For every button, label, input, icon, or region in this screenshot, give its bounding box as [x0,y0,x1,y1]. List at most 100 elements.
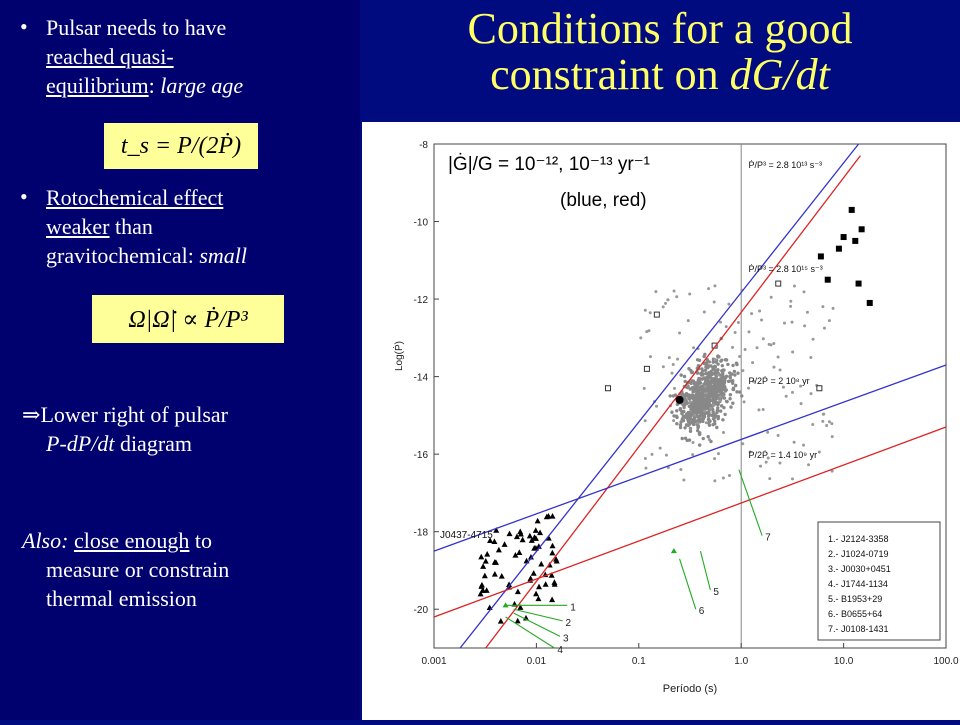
pulsar-point [687,410,692,415]
binary-square [643,365,650,372]
pulsar-point [722,405,726,410]
y-tick-label: -8 [419,140,428,151]
model-line-blue [433,364,947,552]
msp-triangle [514,617,521,624]
model-line-label: P/2Ṗ = 2 10⁸ yr [749,376,810,386]
title-line1: Conditions for a good [467,4,853,53]
pulsar-point [747,330,751,334]
b2-line2b: than [109,214,153,239]
msp-triangle [516,549,523,555]
pulsar-point [680,417,684,421]
pulsar-point [679,467,683,471]
legend-entry: 3.- J0030+0451 [828,564,891,574]
msp-triangle [549,596,556,603]
pulsar-point [707,399,711,404]
pulsar-point [825,423,829,427]
pulsar-point [711,417,716,421]
pulsar-point [698,431,702,435]
highlight-triangle [502,602,509,608]
msp-triangle [501,541,508,547]
pulsar-point [695,395,699,400]
pulsar-point [721,418,725,422]
pulsar-point [718,320,722,324]
legend-entry: 6.- B0655+64 [828,609,882,619]
pulsar-point [778,368,782,372]
pulsar-point [731,401,735,405]
pulsar-point [672,414,676,418]
msp-triangle [487,537,494,544]
pulsar-label: J0437-4715 [440,530,493,541]
pulsar-point [702,402,707,406]
pulsar-point [703,398,707,402]
magnetar-square [840,234,847,241]
pulsar-point [772,341,776,345]
pulsar-point [639,336,643,340]
pulsar-point [811,422,815,426]
p4-line2: measure or constrain [46,557,230,582]
pulsar-point [692,346,696,350]
model-line-red [485,155,861,649]
pulsar-point [680,436,684,441]
marker-leader-line [738,469,763,536]
pulsar-point [716,373,720,377]
legend-entry: 7.- J0108-1431 [828,624,889,634]
pulsar-point [668,394,672,398]
msp-triangle [533,590,540,597]
pulsar-point [724,388,728,392]
pulsar-point [764,460,768,464]
msp-triangle [534,517,541,524]
pulsar-point [713,284,717,288]
pulsar-point [643,457,647,461]
pulsar-point [688,387,692,391]
msp-triangle [479,587,486,593]
pulsar-point [738,390,742,394]
b2-line3b: small [199,243,248,268]
pulsar-point [713,358,717,362]
marker-leader-line [513,612,561,637]
pulsar-point [686,420,691,424]
pulsar-point [698,417,702,421]
pulsar-point [778,461,782,465]
pulsar-point [830,422,834,426]
pulsar-point [792,440,796,444]
pulsar-point [673,393,678,397]
pulsar-point [704,421,708,425]
msp-triangle [506,530,513,537]
msp-triangle [517,528,524,535]
pulsar-point [683,426,687,430]
pulsar-point [799,402,803,406]
pulsar-point [719,392,723,396]
x-tick-label: 0.1 [632,656,646,667]
pulsar-point [696,424,700,428]
msp-triangle [478,553,485,560]
msp-triangle [491,538,498,545]
pulsar-point [664,453,668,457]
magnetar-square [817,253,824,260]
pulsar-point [781,385,785,389]
y-tick-label: -12 [414,295,429,306]
pulsar-point [784,394,788,398]
pulsar-point [710,372,714,376]
msp-triangle [481,572,488,579]
pulsar-point [809,392,813,396]
pulsar-point [752,379,756,383]
pulsar-point [683,379,687,384]
pulsar-point [675,295,679,299]
pulsar-point [706,389,711,393]
msp-triangle [543,513,550,520]
pulsar-point [740,394,744,398]
msp-triangle [532,527,539,533]
pulsar-point [724,325,728,329]
pulsar-point [791,350,795,354]
pulsar-point [731,381,735,385]
pulsar-point [736,321,740,325]
msp-triangle [549,542,556,549]
legend-entry: 5.- B1953+29 [828,594,882,604]
pulsar-point [678,423,683,427]
pulsar-point [704,371,708,376]
pulsar-point [711,410,715,414]
magnetar-square [852,237,859,244]
pulsar-point [716,385,720,389]
pulsar-point [721,383,725,387]
pulsar-point [716,402,720,407]
